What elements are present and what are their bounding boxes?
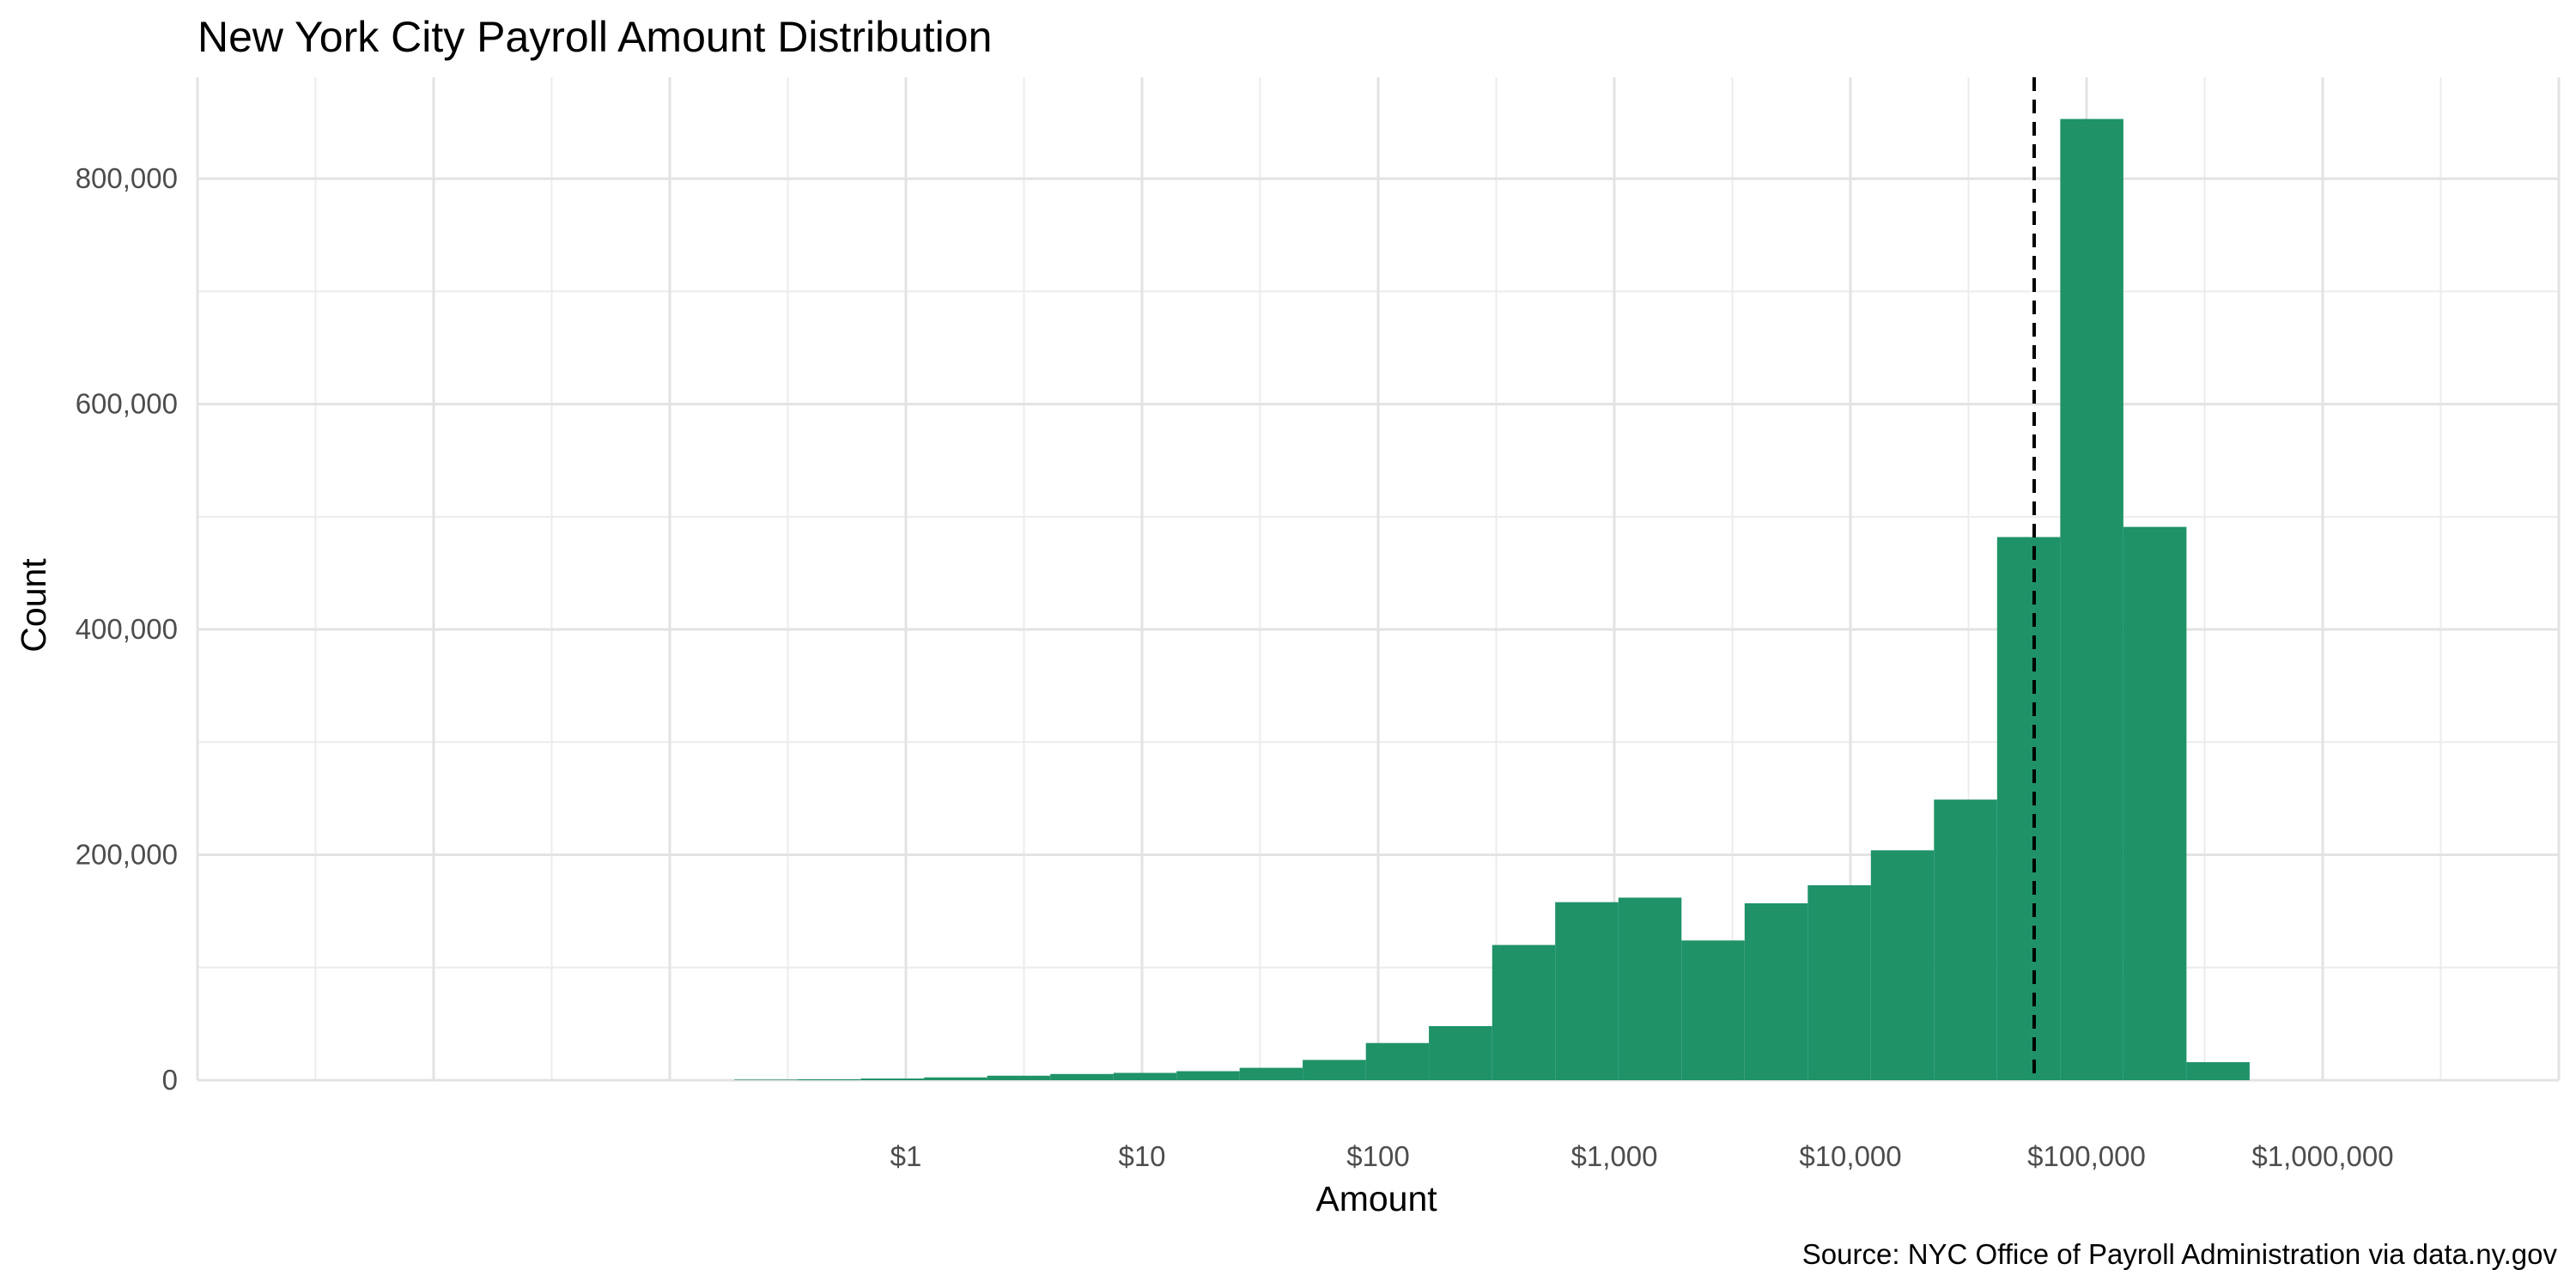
- histogram-bar: [1618, 897, 1682, 1080]
- y-axis-title: Count: [14, 558, 53, 653]
- histogram-bar: [2186, 1062, 2250, 1080]
- x-tick-labels: $1 $10 $100 $1,000 $10,000 $100,000 $1,000,000: [890, 1140, 2394, 1172]
- histogram-bar: [924, 1077, 987, 1080]
- histogram-bar: [1429, 1026, 1492, 1080]
- histogram-bar: [1681, 940, 1745, 1080]
- histogram-bar: [1050, 1073, 1114, 1080]
- histogram-bar: [1303, 1060, 1366, 1080]
- histogram-bar: [2123, 526, 2187, 1080]
- y-tick-label: 400,000: [76, 613, 178, 645]
- x-tick-label: $10,000: [1799, 1140, 1901, 1172]
- x-tick-label: $1,000,000: [2251, 1140, 2393, 1172]
- histogram-bar: [1365, 1042, 1430, 1080]
- x-tick-label: $10: [1118, 1140, 1165, 1172]
- histogram-bar: [1176, 1071, 1240, 1080]
- histogram-bar: [1492, 945, 1556, 1080]
- y-tick-label: 800,000: [76, 162, 178, 194]
- x-tick-label: $100: [1346, 1140, 1409, 1172]
- histogram-bars: [734, 118, 2250, 1081]
- histogram-bar: [797, 1078, 861, 1080]
- x-tick-label: $1,000: [1571, 1140, 1658, 1172]
- histogram-bar: [1239, 1067, 1303, 1080]
- histogram-bar: [987, 1075, 1051, 1080]
- histogram-bar: [1744, 902, 1808, 1080]
- x-tick-label: $1: [890, 1140, 922, 1172]
- histogram-bar: [860, 1078, 925, 1080]
- y-tick-label: 200,000: [76, 839, 178, 871]
- y-tick-labels: 0 200,000 400,000 600,000 800,000: [76, 162, 178, 1096]
- y-tick-label: 0: [162, 1064, 178, 1096]
- histogram-bar: [1807, 884, 1871, 1080]
- x-tick-label: $100,000: [2027, 1140, 2146, 1172]
- chart-title: New York City Payroll Amount Distributio…: [197, 13, 992, 61]
- histogram-bar: [1113, 1072, 1177, 1080]
- minor-vertical-gridlines: [314, 77, 2442, 1080]
- histogram-bar: [1996, 537, 2061, 1080]
- y-tick-label: 600,000: [76, 388, 178, 420]
- source-caption: Source: NYC Office of Payroll Administra…: [1802, 1238, 2558, 1270]
- histogram-bar: [2060, 118, 2123, 1081]
- histogram-bar: [734, 1079, 798, 1080]
- x-axis-title: Amount: [1315, 1179, 1437, 1218]
- histogram-bar: [1934, 799, 1997, 1080]
- histogram-bar: [1555, 902, 1619, 1080]
- histogram-bar: [1870, 850, 1935, 1080]
